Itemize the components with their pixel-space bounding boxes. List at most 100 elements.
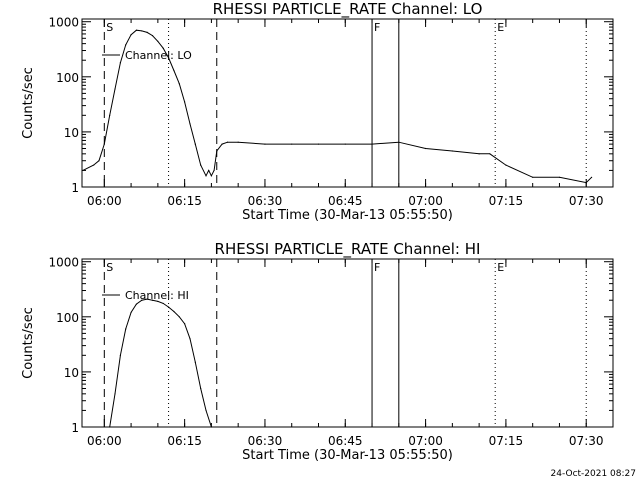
panel2-y-tick-label: 1000: [48, 256, 79, 270]
panel1-y-axis-label: Counts/sec: [21, 67, 36, 139]
panel1-data-point: [141, 30, 143, 32]
panel1-data-point: [194, 143, 196, 145]
panel1-data-point: [221, 143, 223, 145]
panel2-y-tick-label: 1: [71, 421, 79, 435]
panel1-data-point: [451, 150, 453, 152]
panel1-data-point: [114, 88, 116, 90]
panel1-x-tick-label: 06:00: [87, 194, 122, 208]
panel1-data-point: [210, 175, 213, 177]
panel1-data-point: [135, 29, 138, 31]
panel2-data-point: [162, 302, 164, 305]
panel2-x-tick-label: 07:30: [569, 434, 604, 448]
panel1-x-tick-label: 06:30: [248, 194, 283, 208]
panel1-data-point: [189, 123, 191, 125]
panel1-data-point: [226, 141, 229, 143]
panel1-data-point: [93, 164, 95, 166]
panel1-data-point: [344, 143, 346, 145]
panel2-marker-label: S: [106, 261, 113, 274]
panel2-y-tick-label: 100: [56, 311, 79, 325]
panel2-x-tick-label: 06:30: [248, 434, 283, 448]
panel1-data-point: [200, 164, 202, 166]
panel1-data-point: [82, 169, 84, 172]
panel2-marker-label: F: [374, 261, 380, 274]
panel1-y-tick-label: 10: [64, 126, 79, 140]
generation-timestamp: 24-Oct-2021 08:27: [551, 469, 636, 479]
panel1-x-tick-label: 06:45: [328, 194, 363, 208]
panel1-data-point: [119, 62, 121, 64]
panel2-data-point: [200, 387, 202, 390]
panel1-data-point: [130, 34, 132, 36]
panel1-x-axis-label: Start Time (30-Mar-13 05:55:50): [242, 208, 453, 223]
panel1-data-point: [264, 143, 266, 145]
panel1-plot-frame: [81, 18, 614, 188]
panel1-x-tick-label: 07:30: [569, 194, 604, 208]
panel1-marker-label: S: [106, 21, 113, 34]
panel1-data-point: [505, 164, 507, 166]
panel1-data-point: [291, 143, 293, 145]
panel1-marker-label: E: [497, 21, 504, 34]
panel2-x-tick-label: 06:45: [328, 434, 363, 448]
panel1-data-point: [151, 34, 154, 37]
panel2-x-tick-label: 06:15: [167, 434, 202, 448]
panel1-data-point: [208, 169, 210, 172]
panel2-data-series: [109, 298, 212, 428]
panel1-data-point: [237, 141, 239, 143]
panel1-data-point: [103, 143, 105, 145]
panel1-data-point: [167, 57, 170, 59]
panel2-y-axis-label: Counts/sec: [21, 307, 36, 379]
panel2-y-tick-label: 10: [64, 366, 79, 380]
panel1-data-point: [489, 153, 491, 155]
panel1-y-tick-label: 1000: [48, 16, 79, 30]
panel1-data-point: [371, 143, 373, 145]
panel2-legend-label: Channel: HI: [125, 289, 189, 302]
panel2-chart-title: RHESSI PARTICLE_RATE Channel: HI: [215, 240, 481, 259]
panel2-data-point: [173, 310, 175, 313]
panel2-data-point: [141, 299, 143, 301]
panel2-x-tick-label: 07:00: [408, 434, 443, 448]
panel1-data-point: [216, 150, 218, 152]
panel1-data-point: [109, 114, 111, 116]
panel1-x-tick-label: 07:00: [408, 194, 443, 208]
panel1-data-point: [125, 44, 127, 46]
panel1-data-point: [213, 169, 215, 172]
panel2-data-point: [178, 316, 180, 318]
panel1-data-point: [585, 182, 587, 184]
panel2-x-axis-label: Start Time (30-Mar-13 05:55:50): [242, 448, 453, 463]
panel2-data-point: [135, 303, 138, 305]
panel2-data-point: [189, 338, 191, 340]
panel2-data-point: [184, 323, 186, 325]
panel1-x-tick-label: 07:15: [489, 194, 524, 208]
panel1-data-point: [162, 47, 164, 49]
panel1-data-point: [205, 175, 207, 177]
panel1-data-point: [98, 160, 100, 162]
panel2-data-point: [151, 299, 154, 301]
panel2-data-point: [146, 298, 148, 300]
panel2-data-point: [130, 311, 132, 314]
panel1-y-tick-label: 100: [56, 71, 79, 85]
panel2-data-point: [157, 300, 159, 303]
panel1-chart-title: RHESSI PARTICLE_RATE Channel: LO: [213, 0, 483, 19]
panel1-data-point: [184, 101, 186, 103]
panel1-data-point: [157, 40, 159, 42]
panel2-data-point: [114, 393, 116, 395]
panel2-data-point: [167, 306, 170, 308]
panel1-x-tick-label: 06:15: [167, 194, 202, 208]
panel2-marker-label: E: [497, 261, 504, 274]
panel1-data-point: [424, 147, 427, 150]
panel1-y-tick-label: 1: [71, 181, 79, 195]
panel2-x-tick-label: 07:15: [489, 434, 524, 448]
panel1-data-point: [173, 69, 175, 72]
panel1-legend-label: Channel: LO: [125, 49, 192, 62]
panel2-x-tick-label: 06:00: [87, 434, 122, 448]
panel2-data-point: [210, 426, 213, 428]
panel2-data-point: [119, 354, 121, 356]
panel2-data-point: [205, 409, 207, 412]
panel1-data-point: [478, 153, 480, 155]
panel2-data-point: [109, 426, 111, 428]
panel1-marker-label: F: [374, 21, 380, 34]
panel1-data-point: [398, 141, 400, 143]
panel1-data-point: [558, 176, 561, 178]
panel2-plot-frame: [81, 258, 614, 428]
panel1-data-point: [146, 31, 148, 33]
